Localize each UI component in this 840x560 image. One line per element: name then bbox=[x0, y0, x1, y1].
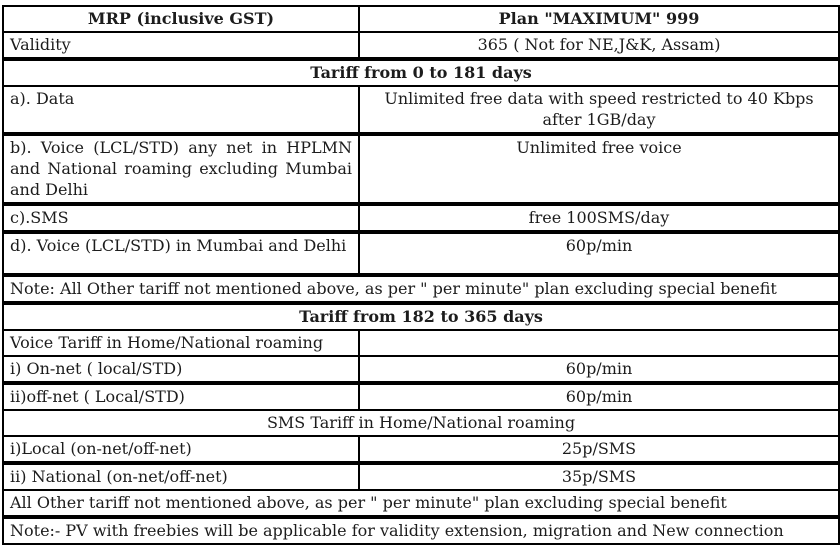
table-row: i)Local (on-net/off-net) 25p/SMS bbox=[2, 435, 840, 464]
voice-tariff-subheader-empty-cell bbox=[358, 329, 840, 357]
validity-label: Validity bbox=[2, 31, 360, 60]
sms-national-label: ii) National (on-net/off-net) bbox=[2, 461, 360, 491]
voice-hplmn-value: Unlimited free voice bbox=[358, 132, 840, 205]
table-row: All Other tariff not mentioned above, as… bbox=[2, 489, 840, 518]
section-title-tariff-182-365: Tariff from 182 to 365 days bbox=[2, 301, 840, 331]
sms-value: free 100SMS/day bbox=[358, 202, 840, 233]
onnet-label: i) On-net ( local/STD) bbox=[2, 355, 360, 384]
section-title-tariff-0-181: Tariff from 0 to 181 days bbox=[2, 57, 840, 87]
table-row: Validity 365 ( Not for NE,J&K, Assam) bbox=[2, 31, 840, 60]
sms-tariff-subheader: SMS Tariff in Home/National roaming bbox=[2, 409, 840, 437]
data-value: Unlimited free data with speed restricte… bbox=[358, 85, 840, 135]
table-row: i) On-net ( local/STD) 60p/min bbox=[2, 355, 840, 384]
table-row: Note:- PV with freebies will be applicab… bbox=[2, 515, 840, 545]
table-row: Tariff from 182 to 365 days bbox=[2, 301, 840, 331]
section2-note: All Other tariff not mentioned above, as… bbox=[2, 489, 840, 518]
table-row: SMS Tariff in Home/National roaming bbox=[2, 409, 840, 437]
offnet-value: 60p/min bbox=[358, 381, 840, 411]
sms-local-label: i)Local (on-net/off-net) bbox=[2, 435, 360, 464]
table-row: b). Voice (LCL/STD) any net in HPLMN and… bbox=[2, 132, 840, 205]
voice-mumbai-delhi-label: d). Voice (LCL/STD) in Mumbai and Delhi bbox=[2, 230, 360, 276]
table-row: Voice Tariff in Home/National roaming bbox=[2, 329, 840, 357]
plan-name-cell: Plan "MAXIMUM" 999 bbox=[358, 5, 840, 33]
validity-value: 365 ( Not for NE,J&K, Assam) bbox=[358, 31, 840, 60]
table-row: Note: All Other tariff not mentioned abo… bbox=[2, 273, 840, 304]
table-row: c).SMS free 100SMS/day bbox=[2, 202, 840, 233]
sms-local-value: 25p/SMS bbox=[358, 435, 840, 464]
footer-note: Note:- PV with freebies will be applicab… bbox=[2, 515, 840, 545]
data-label: a). Data bbox=[2, 85, 360, 135]
table-row: ii)off-net ( Local/STD) 60p/min bbox=[2, 381, 840, 411]
mrp-header-cell: MRP (inclusive GST) bbox=[2, 5, 360, 33]
table-row: Tariff from 0 to 181 days bbox=[2, 57, 840, 87]
voice-mumbai-delhi-value: 60p/min bbox=[358, 230, 840, 276]
section1-note: Note: All Other tariff not mentioned abo… bbox=[2, 273, 840, 304]
sms-label: c).SMS bbox=[2, 202, 360, 233]
offnet-label: ii)off-net ( Local/STD) bbox=[2, 381, 360, 411]
voice-hplmn-label: b). Voice (LCL/STD) any net in HPLMN and… bbox=[2, 132, 360, 205]
tariff-table: MRP (inclusive GST) Plan "MAXIMUM" 999 V… bbox=[2, 5, 840, 545]
voice-tariff-subheader: Voice Tariff in Home/National roaming bbox=[2, 329, 360, 357]
onnet-value: 60p/min bbox=[358, 355, 840, 384]
table-row: a). Data Unlimited free data with speed … bbox=[2, 85, 840, 135]
table-row: d). Voice (LCL/STD) in Mumbai and Delhi … bbox=[2, 230, 840, 276]
table-row: MRP (inclusive GST) Plan "MAXIMUM" 999 bbox=[2, 5, 840, 33]
sms-national-value: 35p/SMS bbox=[358, 461, 840, 491]
table-row: ii) National (on-net/off-net) 35p/SMS bbox=[2, 461, 840, 491]
